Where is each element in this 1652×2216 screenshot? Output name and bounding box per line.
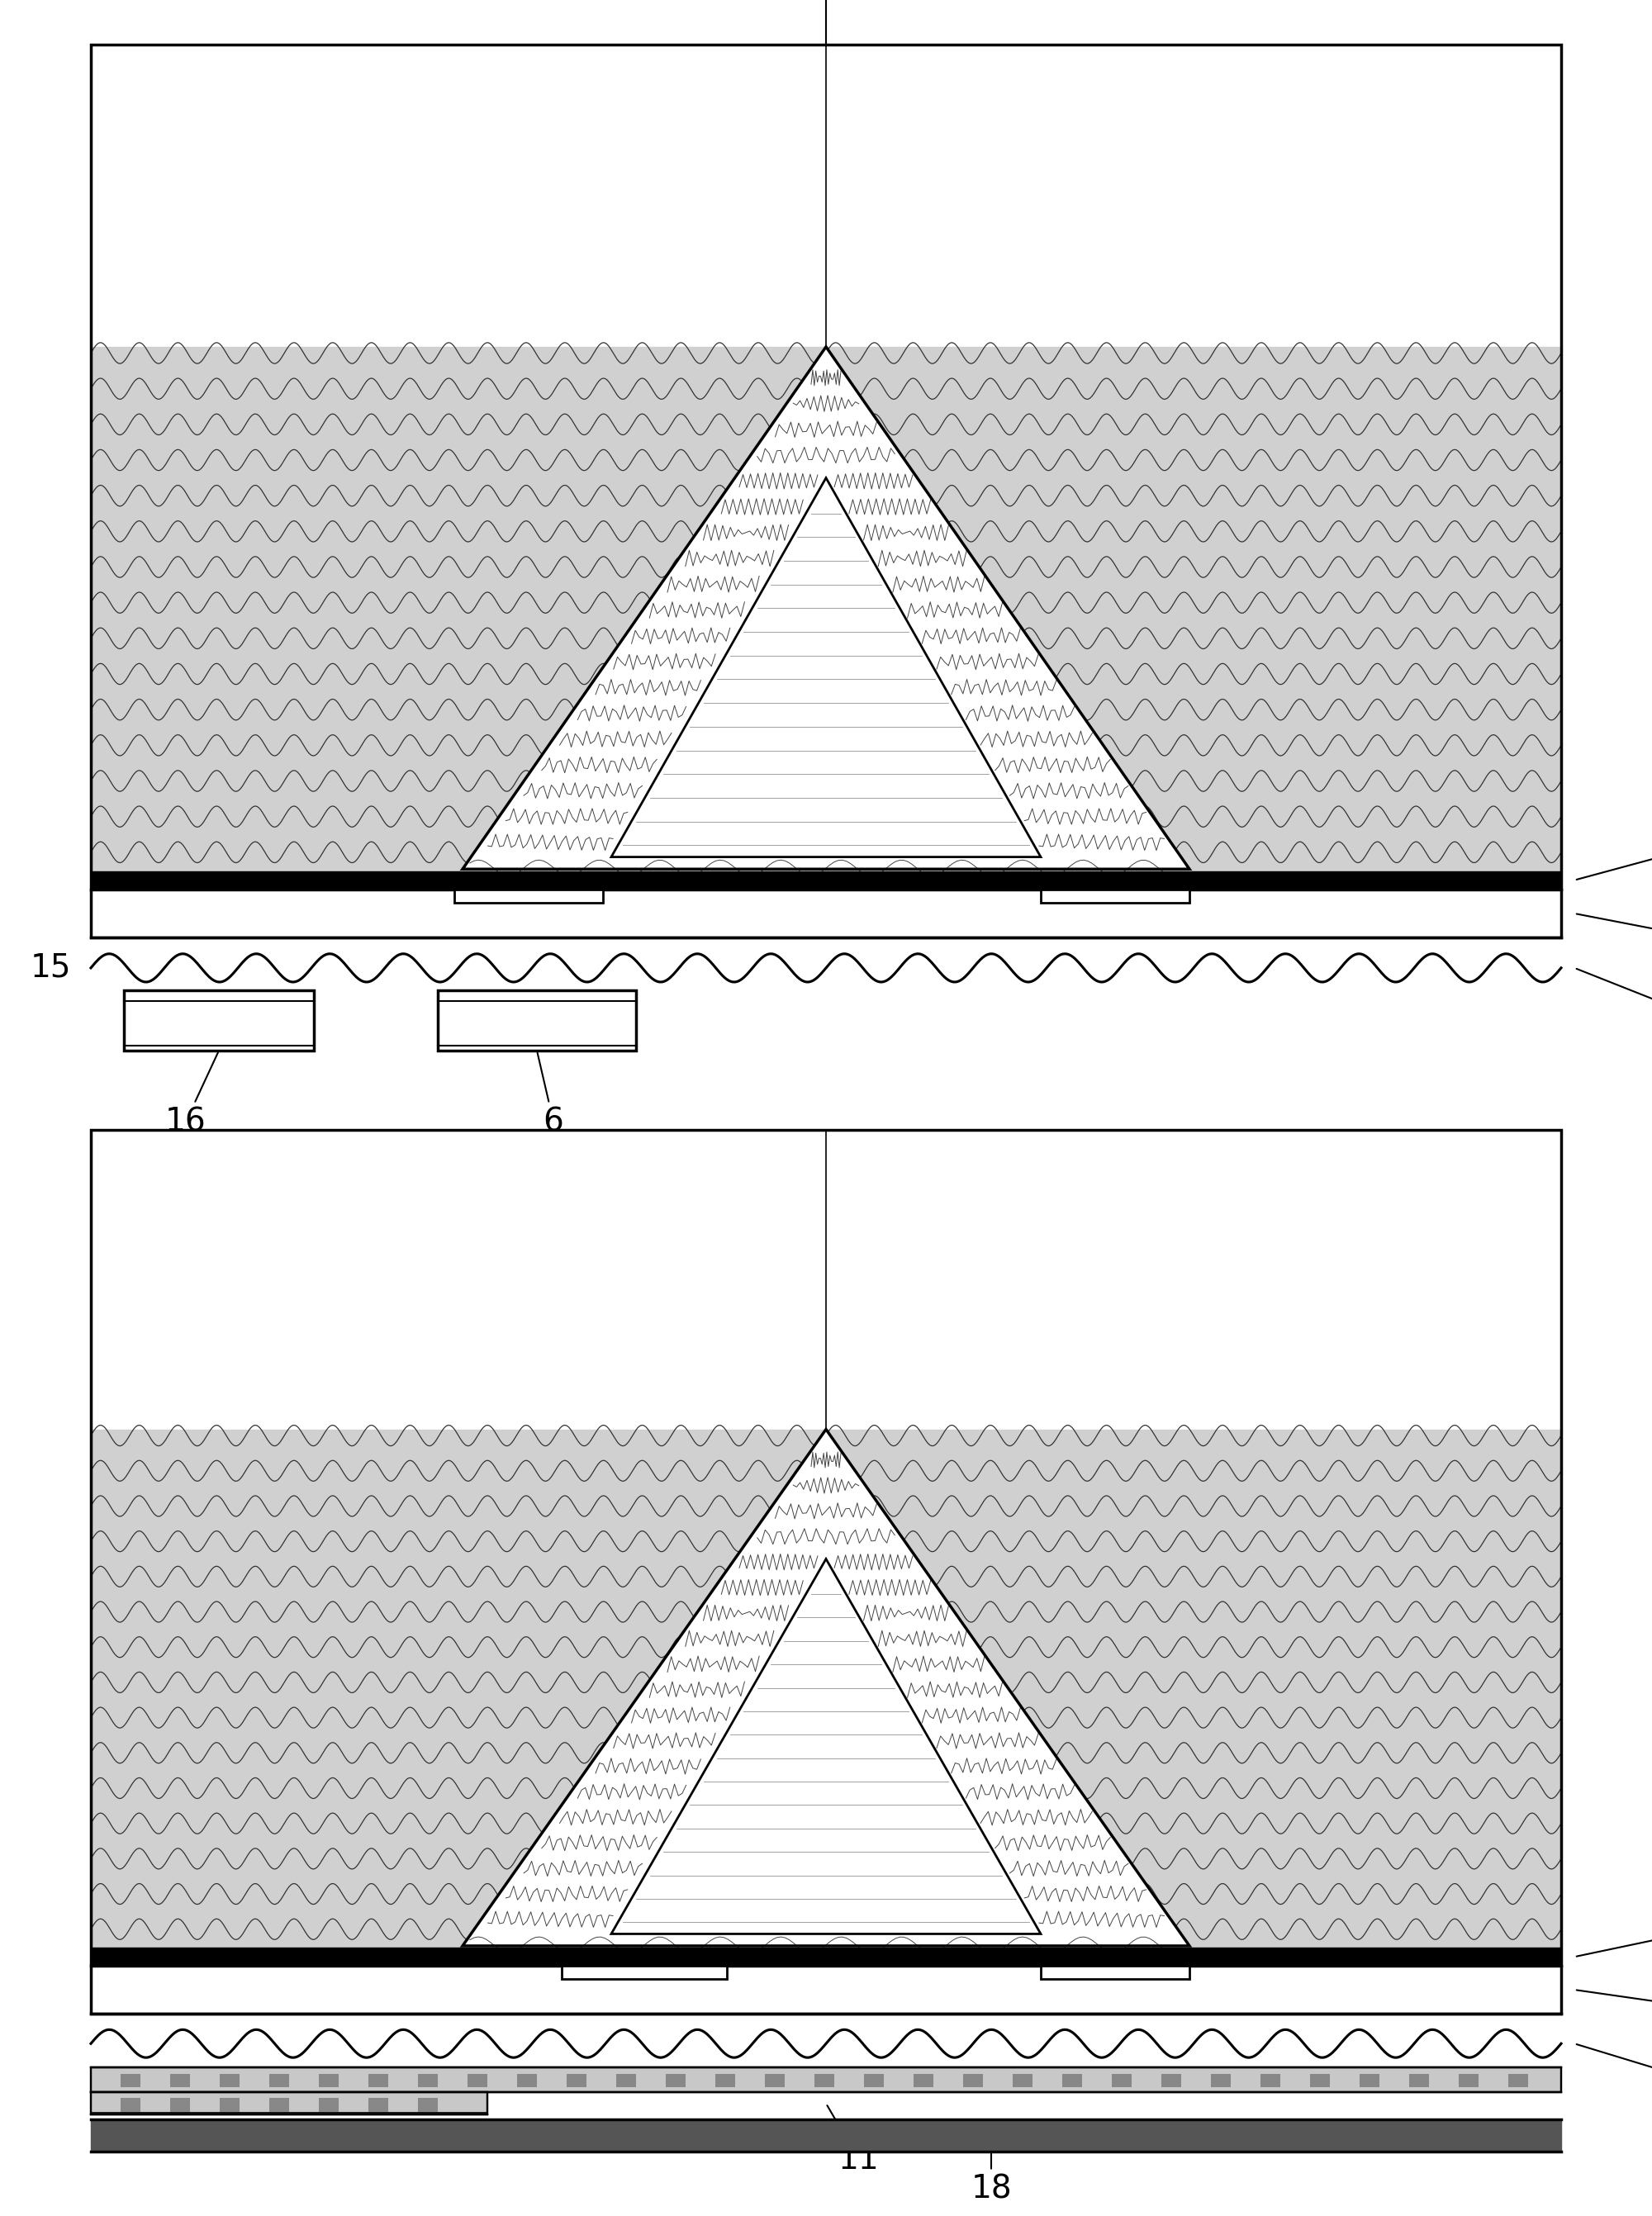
Bar (864, 2074, 884, 2087)
Text: 15: 15 (1576, 968, 1652, 1028)
Bar (1161, 2074, 1181, 2087)
Bar (715, 2074, 735, 2087)
Bar (418, 2074, 438, 2087)
Text: 3: 3 (1576, 835, 1652, 880)
Bar (319, 2074, 339, 2087)
Text: 16: 16 (165, 1053, 218, 1137)
Bar (1211, 2074, 1231, 2087)
Bar (368, 2099, 388, 2112)
Bar (616, 2074, 636, 2087)
Bar (91, 44, 1561, 937)
Text: 2: 2 (1576, 1990, 1652, 2021)
Bar (269, 2074, 289, 2087)
Bar (121, 2074, 140, 2087)
Bar (1041, 1966, 1189, 1979)
Bar (1062, 2074, 1082, 2087)
Bar (517, 2074, 537, 2087)
Bar (91, 2068, 1561, 2092)
Text: 15: 15 (1576, 2045, 1652, 2094)
Bar (1360, 2074, 1379, 2087)
Bar (91, 2092, 487, 2114)
Bar (1409, 2074, 1429, 2087)
Bar (914, 2074, 933, 2087)
Bar (418, 2099, 438, 2112)
Bar (1013, 2074, 1032, 2087)
Text: 2: 2 (1576, 913, 1652, 948)
Text: 15: 15 (30, 953, 71, 984)
Polygon shape (463, 1429, 1189, 1946)
Bar (1310, 2074, 1330, 2087)
Polygon shape (463, 346, 1189, 869)
Bar (765, 2074, 785, 2087)
Bar (562, 1966, 727, 1979)
Bar (1508, 2074, 1528, 2087)
Bar (319, 2099, 339, 2112)
Polygon shape (611, 479, 1041, 858)
Bar (170, 2074, 190, 2087)
Bar (91, 1130, 1561, 2014)
Bar (220, 2074, 240, 2087)
Bar (1260, 2074, 1280, 2087)
Bar (1041, 889, 1189, 902)
Bar (220, 2099, 240, 2112)
Polygon shape (611, 1560, 1041, 1935)
Bar (269, 2099, 289, 2112)
Bar (368, 2074, 388, 2087)
Bar (1112, 2074, 1132, 2087)
Bar (170, 2099, 190, 2112)
Text: 6: 6 (537, 1053, 563, 1137)
Bar (454, 889, 603, 902)
Bar (1459, 2074, 1479, 2087)
Text: 3: 3 (1576, 1919, 1652, 1957)
Text: 18: 18 (971, 2154, 1011, 2205)
Bar (438, 991, 636, 1050)
Bar (468, 2074, 487, 2087)
Bar (666, 2074, 686, 2087)
Bar (963, 2074, 983, 2087)
Text: 11: 11 (828, 2105, 879, 2176)
Bar (814, 2074, 834, 2087)
Bar (567, 2074, 586, 2087)
Bar (124, 991, 314, 1050)
Bar (121, 2099, 140, 2112)
